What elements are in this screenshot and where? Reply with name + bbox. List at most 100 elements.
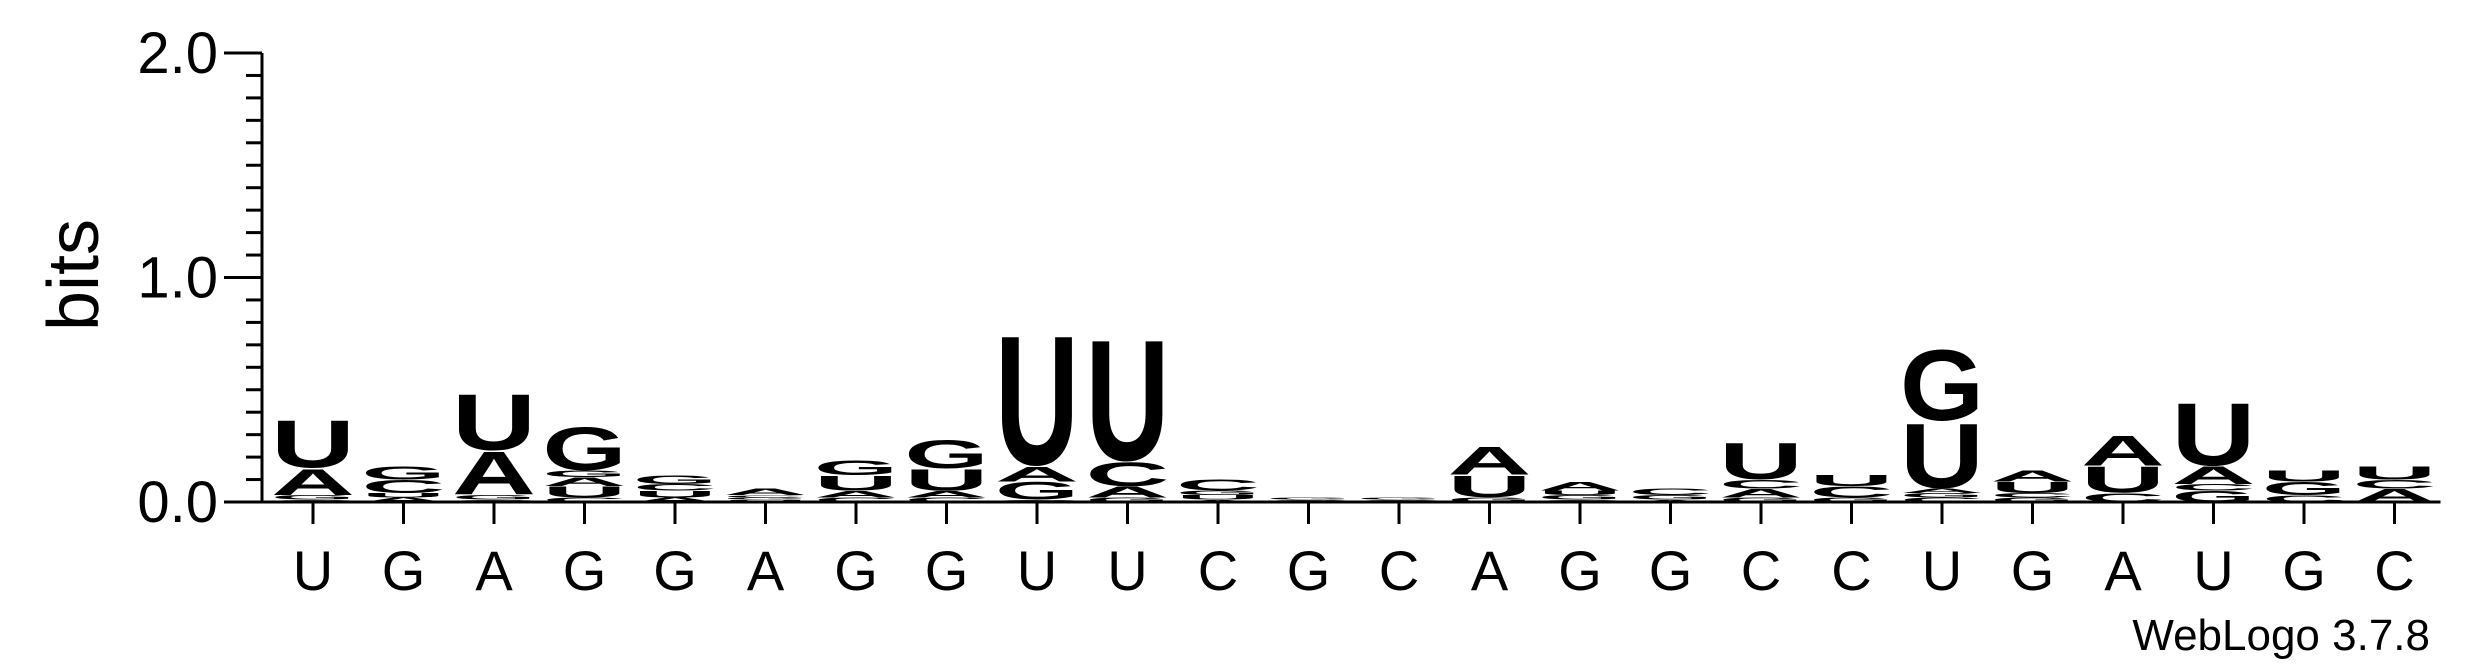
- x-tick-label: A: [2104, 539, 2142, 602]
- logo-letter-u: U: [1719, 432, 1803, 491]
- logo-letter-u: U: [995, 297, 1079, 504]
- logo-letter-u: U: [1086, 305, 1170, 497]
- logo-letter-g: G: [1267, 497, 1351, 500]
- logo-letter-g: G: [1810, 496, 1894, 503]
- logo-letter-u: U: [2353, 463, 2437, 484]
- x-tick-label: A: [475, 539, 513, 602]
- x-tick-label: U: [1922, 539, 1962, 602]
- logo-letter-c: C: [543, 496, 627, 503]
- logo-letter-a: A: [1448, 439, 1532, 484]
- logo-letter-u: U: [1538, 490, 1622, 497]
- logo-letter-c: C: [362, 476, 446, 497]
- logo-stack: CGU: [2262, 468, 2346, 504]
- logo-letter-u: U: [905, 463, 989, 497]
- logo-letter-g: G: [362, 463, 446, 483]
- logo-letter-g: G: [1629, 494, 1713, 501]
- x-tick-label: C: [1379, 539, 1419, 602]
- logo-letter-g: G: [1900, 329, 1984, 442]
- logo-letter-a: A: [1538, 479, 1622, 493]
- logo-letter-g: G: [633, 473, 717, 487]
- x-tick-label: G: [382, 539, 426, 602]
- logo-stack: GUA: [1448, 439, 1532, 504]
- x-tick-label: A: [747, 539, 785, 602]
- x-tick-label: C: [1198, 539, 1238, 602]
- logo-letter-a: A: [543, 475, 627, 489]
- logo-letter-g: G: [452, 494, 536, 501]
- logo-letter-u: U: [362, 492, 446, 499]
- x-tick-label: G: [1558, 539, 1602, 602]
- logo-letter-c: C: [633, 482, 717, 492]
- logo-letter-c: C: [814, 496, 898, 503]
- logo-letter-c: C: [2262, 494, 2346, 504]
- x-tick-label: U: [1017, 539, 1057, 602]
- logo-letter-c: C: [1719, 477, 1803, 491]
- logo-letter-u: U: [1448, 470, 1532, 504]
- logo-stack: ACU: [2353, 463, 2437, 506]
- logo-letter-u: U: [1176, 494, 1260, 501]
- logo-letter-u: U: [1900, 405, 1984, 508]
- logo-letter-a: A: [1991, 468, 2075, 485]
- logo-letter-g: G: [2262, 479, 2346, 499]
- logo-letter-c: C: [1991, 492, 2075, 499]
- logo-letter-a: A: [1086, 483, 1170, 500]
- logo-letter-g: G: [1991, 496, 2075, 503]
- x-tick-label: G: [2011, 539, 2055, 602]
- x-tick-label: U: [2193, 539, 2233, 602]
- logo-letter-g: G: [1176, 490, 1260, 497]
- x-tick-label: U: [1107, 539, 1147, 602]
- logo-letter-u: U: [1991, 479, 2075, 496]
- x-tick-label: G: [2282, 539, 2326, 602]
- logo-letter-u: U: [633, 489, 717, 499]
- logo-letter-u: U: [452, 378, 536, 467]
- logo-letter-a: A: [2172, 462, 2256, 490]
- x-tick-label: G: [653, 539, 697, 602]
- logo-letter-u: U: [2262, 468, 2346, 485]
- logo-letter-g: G: [543, 414, 627, 483]
- x-tick-label: U: [293, 539, 333, 602]
- logo-letter-u: U: [814, 471, 898, 495]
- logo-letter-g: G: [995, 477, 1079, 505]
- logo-letter-u: U: [271, 407, 355, 482]
- logo-letter-g: G: [1448, 496, 1532, 503]
- logo-letter-u: U: [543, 483, 627, 500]
- logo-letter-a: A: [2081, 427, 2165, 475]
- x-tick-label: G: [925, 539, 969, 602]
- x-tick-label: G: [1287, 539, 1331, 602]
- logo-stack: CUA: [2081, 427, 2165, 505]
- logo-letter-u: U: [2081, 460, 2165, 501]
- logo-letter-c: C: [724, 495, 808, 498]
- logo-letter-a: A: [724, 487, 808, 497]
- y-tick-label: 0.0: [137, 470, 218, 535]
- logo-letter-c: C: [1176, 477, 1260, 494]
- logo-letter-g: G: [1900, 492, 1984, 499]
- logo-letter-g: G: [271, 494, 355, 501]
- logo-letter-c: C: [2172, 482, 2256, 492]
- logo-letter-c: C: [1810, 483, 1894, 500]
- logo-letter-c: C: [1086, 456, 1170, 494]
- x-tick-label: C: [1831, 539, 1871, 602]
- logo-letter-a: A: [995, 462, 1079, 486]
- logo-letter-a: A: [452, 439, 536, 508]
- logo-letter-g: G: [814, 456, 898, 480]
- logo-letter-a: A: [362, 496, 446, 503]
- logo-letter-c: C: [905, 496, 989, 503]
- logo-letter-a: A: [271, 462, 355, 503]
- logo-letter-u: U: [1810, 472, 1894, 489]
- logo-letter-g: G: [543, 469, 627, 479]
- logo-letter-a: A: [1900, 487, 1984, 494]
- logo-letter-a: A: [1719, 486, 1803, 500]
- logo-letter-u: U: [2172, 384, 2256, 484]
